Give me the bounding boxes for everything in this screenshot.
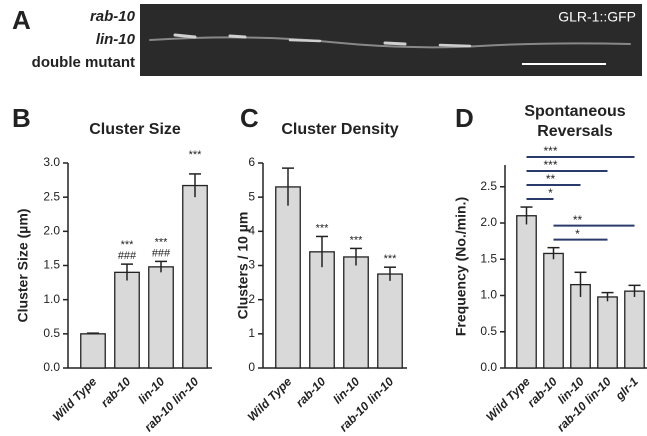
bar (544, 253, 563, 368)
y-tick-label: 2.0 (43, 224, 60, 238)
y-tick-label: 0.5 (43, 326, 60, 340)
x-tick-label: lin-10 (135, 374, 167, 406)
y-tick-label: 1.5 (43, 258, 60, 272)
y-tick-label: 1.5 (480, 251, 497, 265)
chart-title: Reversals (537, 123, 613, 140)
y-tick-label: 1.0 (43, 292, 60, 306)
significance-label: *** (121, 239, 135, 251)
bar (571, 285, 590, 368)
y-tick-label: 2.5 (43, 189, 60, 203)
strain-label: lin-10 (96, 31, 136, 48)
bar (378, 274, 402, 368)
significance-label: *** (316, 222, 330, 234)
y-tick-label: 2.0 (480, 215, 497, 229)
significance-label: *** (384, 253, 398, 265)
y-tick-label: 3 (248, 258, 255, 272)
y-tick-label: 0 (248, 360, 255, 374)
significance-label: *** (543, 144, 557, 158)
bar (276, 187, 300, 368)
panel-label: D (455, 103, 474, 133)
y-tick-label: 5 (248, 189, 255, 203)
y-tick-label: 0.0 (43, 360, 60, 374)
x-tick-label: Wild Type (50, 374, 100, 424)
significance-label: *** (350, 234, 364, 246)
strain-label: rab-10 (90, 8, 136, 25)
bar (598, 297, 617, 368)
y-tick-label: 3.0 (43, 155, 60, 169)
bar (183, 186, 207, 368)
significance-label: * (548, 186, 553, 200)
significance-label: ### (152, 247, 171, 259)
panel-label: C (240, 103, 259, 133)
x-tick-label: rab-10 (524, 374, 560, 410)
bar (149, 267, 173, 368)
y-tick-label: 4 (248, 224, 255, 238)
figure: A rab-10 lin-10 double mutant GLR-1::GFP… (0, 0, 647, 436)
bar (517, 216, 536, 368)
y-axis-label: Cluster Size (µm) (15, 209, 31, 323)
bar (625, 291, 644, 368)
significance-label: ** (546, 172, 556, 186)
significance-label: ** (573, 213, 583, 227)
y-tick-label: 6 (248, 155, 255, 169)
significance-label: * (575, 227, 580, 241)
x-tick-label: rab-10 (293, 374, 329, 410)
y-tick-label: 2.5 (480, 179, 497, 193)
significance-label: *** (189, 149, 203, 161)
bar (310, 252, 334, 368)
x-tick-label: glr-1 (612, 374, 641, 403)
panel-label: B (12, 103, 31, 133)
x-tick-label: rab-10 (98, 374, 134, 410)
x-tick-label: lin-10 (330, 374, 362, 406)
significance-label: *** (155, 236, 169, 248)
chart-title: Cluster Density (281, 121, 398, 138)
y-tick-label: 1 (248, 326, 255, 340)
chart-title: Cluster Size (89, 121, 181, 138)
strain-label: double mutant (32, 54, 135, 71)
marker-label: GLR-1::GFP (558, 9, 636, 25)
chart-title: Spontaneous (524, 103, 625, 120)
bar (115, 272, 139, 368)
x-tick-label: Wild Type (245, 374, 295, 424)
y-tick-label: 1.0 (480, 288, 497, 302)
y-tick-label: 0.5 (480, 324, 497, 338)
panel-label: A (12, 5, 31, 35)
bar (81, 334, 105, 368)
significance-label: *** (543, 158, 557, 172)
y-axis-label: Frequency (No./min.) (453, 197, 469, 336)
y-tick-label: 0.0 (480, 360, 497, 374)
significance-label: ### (118, 250, 137, 262)
bar (344, 257, 368, 368)
y-tick-label: 2 (248, 292, 255, 306)
